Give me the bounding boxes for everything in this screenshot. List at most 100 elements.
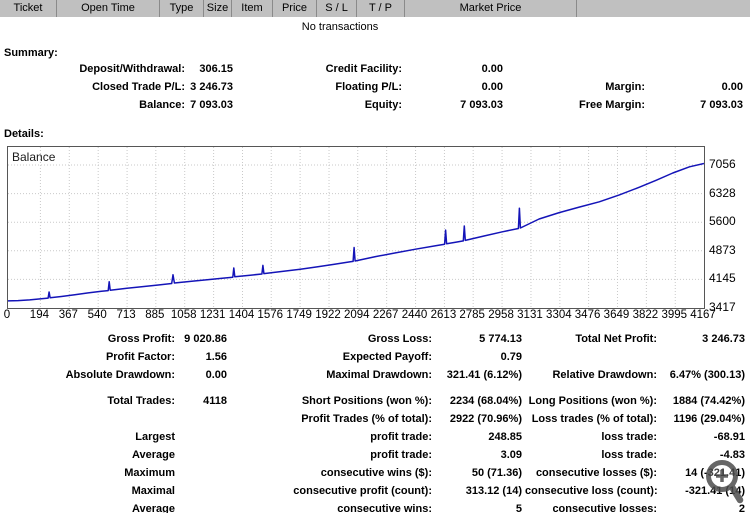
detail-label: Maximal <box>131 485 175 497</box>
detail-value: 3 246.73 <box>702 333 745 345</box>
detail-value: 6.47% (300.13) <box>669 369 745 381</box>
detail-value: 3.09 <box>500 449 522 461</box>
x-axis-tick-label: 3131 <box>517 309 543 321</box>
detail-label: Largest <box>135 431 175 443</box>
detail-label: consecutive profit (count): <box>293 485 432 497</box>
detail-label: Maximal Drawdown: <box>326 369 432 381</box>
detail-row: Average profit trade: 3.09 loss trade: -4.83 <box>0 449 750 462</box>
detail-value: 4118 <box>203 395 227 407</box>
y-axis-tick-label: 6328 <box>709 185 736 200</box>
detail-value: 5 774.13 <box>479 333 522 345</box>
summary-value: 3 246.73 <box>190 81 233 93</box>
detail-value: 1196 (29.04%) <box>673 413 745 425</box>
x-axis-tick-label: 1058 <box>170 309 197 321</box>
x-axis-tick-label: 540 <box>87 309 107 321</box>
detail-label: Long Positions (won %): <box>528 395 657 407</box>
detail-label: consecutive losses ($): <box>535 467 657 479</box>
y-axis-tick-label: 7056 <box>709 156 736 171</box>
balance-chart[interactable]: Balance <box>7 146 705 309</box>
detail-value: 14 (-321.41) <box>685 467 745 479</box>
summary-label: Free Margin: <box>578 99 645 111</box>
detail-value: 9 020.86 <box>184 333 227 345</box>
column-header-type: Type <box>160 0 204 17</box>
detail-value: 5 <box>515 503 522 513</box>
x-axis-tick-label: 2958 <box>488 309 514 321</box>
column-header-ticket: Ticket <box>0 0 57 17</box>
x-axis-tick-label: 194 <box>29 309 49 321</box>
x-axis-tick-label: 713 <box>116 309 136 321</box>
summary-label: Balance: <box>139 99 185 111</box>
detail-row: Absolute Drawdown: 0.00 Maximal Drawdown: 3… <box>0 369 750 382</box>
x-axis-tick-label: 3304 <box>546 309 572 321</box>
x-axis-tick-label: 1922 <box>315 309 341 321</box>
chart-x-axis: 0 194 367 540 713 885 1058 1231 1404 1576 1749 1922… <box>3 309 717 323</box>
summary-value: 0.00 <box>481 81 503 93</box>
y-axis-tick-label: 4145 <box>709 271 736 286</box>
detail-value: 1.56 <box>205 351 227 363</box>
detail-label: Expected Payoff: <box>342 351 432 363</box>
detail-row: Largest profit trade: 248.85 loss trade: -68… <box>0 431 750 444</box>
detail-value: 0.79 <box>500 351 522 363</box>
detail-row: Profit Factor: 1.56 Expected Payoff: 0.79 <box>0 351 750 364</box>
detail-value: -68.91 <box>713 431 745 443</box>
summary-row: Closed Trade P/L: 3 246.73 Floating P/L: 0.… <box>0 81 750 94</box>
x-axis-tick-label: 2267 <box>372 309 399 321</box>
detail-label: profit trade: <box>370 431 432 443</box>
detail-value: 50 (71.36) <box>471 467 522 479</box>
x-axis-tick-label: 3995 <box>661 309 688 321</box>
column-header-tp: T / P <box>357 0 405 17</box>
x-axis-tick-label: 2440 <box>401 309 428 321</box>
summary-row: Balance: 7 093.03 Equity: 7 093.03 Free Marg… <box>0 99 750 112</box>
detail-label: Absolute Drawdown: <box>65 369 175 381</box>
detail-value: 1884 (74.42%) <box>672 395 745 407</box>
detail-row: Maximal consecutive profit (count): 313.12… <box>0 485 750 498</box>
balance-line <box>8 162 704 302</box>
summary-value: 7 093.03 <box>190 99 233 111</box>
x-axis-tick-label: 3476 <box>574 309 601 321</box>
balance-curve <box>8 147 704 308</box>
detail-value: -4.83 <box>719 449 745 461</box>
summary-value: 0.00 <box>481 63 503 75</box>
x-axis-tick-label: 4167 <box>690 309 716 321</box>
column-header-item: Item <box>232 0 273 17</box>
x-axis-tick-label: 0 <box>3 309 11 321</box>
detail-label: loss trade: <box>601 431 657 443</box>
summary-label: Closed Trade P/L: <box>92 81 185 93</box>
x-axis-tick-label: 1404 <box>228 309 255 321</box>
x-axis-tick-label: 1576 <box>257 309 284 321</box>
zoom-in-cursor-icon <box>706 460 744 504</box>
detail-value: 313.12 (14) <box>465 485 522 497</box>
detail-label: consecutive wins: <box>337 503 432 513</box>
detail-label: Relative Drawdown: <box>552 369 657 381</box>
detail-label: Average <box>131 503 175 513</box>
y-axis-tick-label: 5600 <box>709 214 736 229</box>
no-transactions-message: No transactions <box>301 21 379 33</box>
chart-title: Balance <box>12 150 56 164</box>
detail-value: 321.41 (6.12%) <box>446 369 522 381</box>
column-header-open-time: Open Time <box>57 0 160 17</box>
summary-value: 7 093.03 <box>460 99 503 111</box>
column-header-market-price: Market Price <box>405 0 577 17</box>
summary-label: Credit Facility: <box>325 63 402 75</box>
detail-label: Profit Trades (% of total): <box>301 413 432 425</box>
column-header-price: Price <box>273 0 317 17</box>
detail-value: 248.85 <box>488 431 522 443</box>
detail-label: Gross Loss: <box>367 333 432 345</box>
summary-value: 0.00 <box>721 81 743 93</box>
detail-label: Gross Profit: <box>107 333 175 345</box>
summary-row: Deposit/Withdrawal: 306.15 Credit Facility… <box>0 63 750 76</box>
x-axis-tick-label: 2785 <box>459 309 485 321</box>
summary-section-title: Summary: <box>4 47 58 59</box>
summary-label: Margin: <box>605 81 645 93</box>
detail-label: Total Net Profit: <box>575 333 657 345</box>
detail-row: Profit Trades (% of total): 2922 (70.96%)… <box>0 413 750 426</box>
detail-row: Total Trades: 4118 Short Positions (won %)… <box>0 395 750 408</box>
summary-label: Equity: <box>364 99 402 111</box>
column-header-filler <box>577 0 750 17</box>
x-axis-tick-label: 2094 <box>343 309 370 321</box>
detail-label: consecutive wins ($): <box>320 467 432 479</box>
summary-value: 306.15 <box>199 63 233 75</box>
detail-label: profit trade: <box>370 449 432 461</box>
detail-label: consecutive losses: <box>552 503 657 513</box>
